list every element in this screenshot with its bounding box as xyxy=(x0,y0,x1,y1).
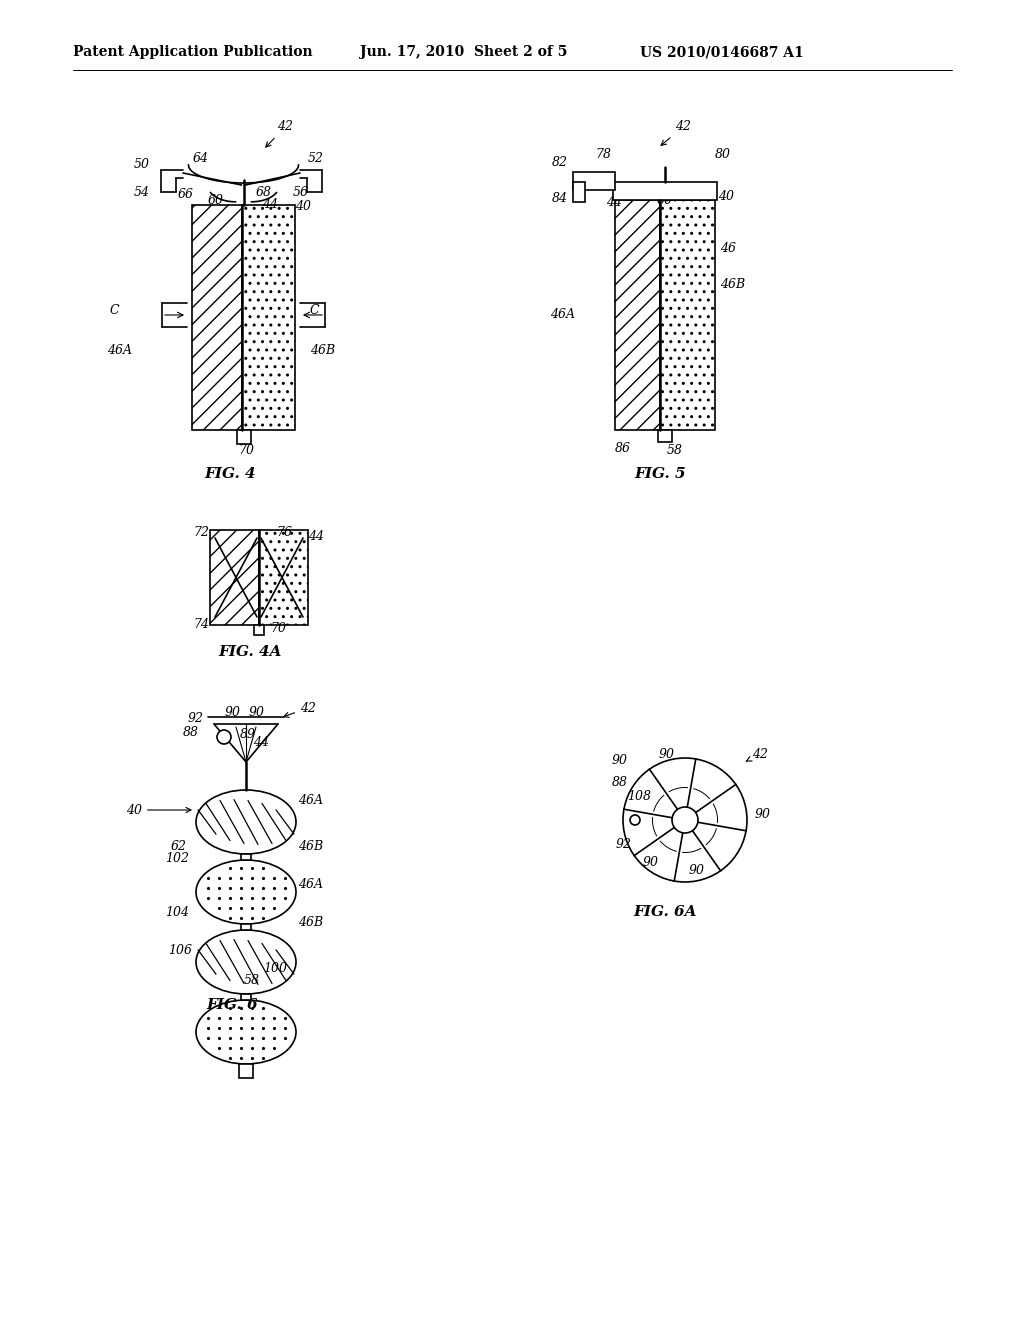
Text: 46A: 46A xyxy=(106,343,132,356)
Circle shape xyxy=(623,758,746,882)
Text: 104: 104 xyxy=(165,906,189,919)
Text: 90: 90 xyxy=(689,863,705,876)
Text: 100: 100 xyxy=(263,961,287,974)
Bar xyxy=(254,624,264,635)
Text: 54: 54 xyxy=(134,186,150,198)
Ellipse shape xyxy=(196,1001,296,1064)
Text: 44: 44 xyxy=(308,531,324,544)
Text: 68: 68 xyxy=(256,186,272,198)
Text: 108: 108 xyxy=(627,789,651,803)
Text: 88: 88 xyxy=(612,776,628,788)
Text: 90: 90 xyxy=(659,748,675,762)
Text: 88: 88 xyxy=(183,726,199,739)
Bar xyxy=(573,182,585,202)
Bar xyxy=(259,531,308,624)
Bar xyxy=(193,205,242,430)
Bar xyxy=(237,430,251,444)
Text: 70: 70 xyxy=(238,444,254,457)
Bar xyxy=(615,201,660,430)
Text: 86: 86 xyxy=(615,441,631,454)
Ellipse shape xyxy=(196,789,296,854)
Text: C: C xyxy=(310,304,319,317)
Text: 50: 50 xyxy=(134,158,150,172)
Text: 46B: 46B xyxy=(720,279,745,292)
Bar xyxy=(210,531,259,624)
Text: 90: 90 xyxy=(755,808,771,821)
Text: 44: 44 xyxy=(262,198,278,210)
Text: 44: 44 xyxy=(253,737,269,750)
Text: FIG. 4: FIG. 4 xyxy=(204,467,256,480)
Text: Patent Application Publication: Patent Application Publication xyxy=(73,45,312,59)
Text: 90: 90 xyxy=(249,705,265,718)
Circle shape xyxy=(217,730,231,744)
Text: FIG. 5: FIG. 5 xyxy=(634,467,686,480)
Text: 40: 40 xyxy=(718,190,734,203)
Ellipse shape xyxy=(196,931,296,994)
Bar xyxy=(613,182,717,201)
Text: 102: 102 xyxy=(165,851,189,865)
Text: FIG. 4A: FIG. 4A xyxy=(218,645,282,659)
Text: 42: 42 xyxy=(662,120,691,145)
Bar xyxy=(658,430,672,442)
Text: 46B: 46B xyxy=(310,343,335,356)
Text: 46: 46 xyxy=(720,242,736,255)
Circle shape xyxy=(630,814,640,825)
Text: 90: 90 xyxy=(612,754,628,767)
Text: 82: 82 xyxy=(552,157,568,169)
Bar xyxy=(239,1064,253,1078)
Text: 40: 40 xyxy=(126,804,191,817)
Text: FIG. 6A: FIG. 6A xyxy=(633,906,696,919)
Bar xyxy=(241,924,251,931)
Text: 74: 74 xyxy=(193,619,209,631)
Text: 56: 56 xyxy=(293,186,309,199)
Text: 42: 42 xyxy=(746,747,768,762)
Text: 46A: 46A xyxy=(550,309,575,322)
Bar xyxy=(573,172,615,190)
Text: 60: 60 xyxy=(208,194,224,206)
Ellipse shape xyxy=(196,861,296,924)
Text: 46B: 46B xyxy=(298,916,324,928)
Text: 64: 64 xyxy=(193,152,209,165)
Text: C: C xyxy=(110,304,120,317)
Text: FIG. 6: FIG. 6 xyxy=(206,998,258,1012)
Text: 90: 90 xyxy=(225,705,241,718)
Text: 46A: 46A xyxy=(298,879,323,891)
Text: 60: 60 xyxy=(657,194,673,206)
Text: 42: 42 xyxy=(284,701,316,717)
Bar xyxy=(241,854,251,861)
Text: 84: 84 xyxy=(552,191,568,205)
Text: 78: 78 xyxy=(595,149,611,161)
Text: US 2010/0146687 A1: US 2010/0146687 A1 xyxy=(640,45,804,59)
Text: 66: 66 xyxy=(178,187,194,201)
Text: 62: 62 xyxy=(171,841,187,854)
Text: 80: 80 xyxy=(715,149,731,161)
Text: 106: 106 xyxy=(168,944,193,957)
Text: 52: 52 xyxy=(308,152,324,165)
Text: 72: 72 xyxy=(193,525,209,539)
Text: 42: 42 xyxy=(266,120,293,147)
Text: 40: 40 xyxy=(295,201,311,214)
Bar xyxy=(242,205,295,430)
Text: 46B: 46B xyxy=(298,841,324,854)
Text: 70: 70 xyxy=(270,623,286,635)
Text: 76: 76 xyxy=(276,525,292,539)
Text: 44: 44 xyxy=(606,197,622,210)
Circle shape xyxy=(672,807,698,833)
Bar xyxy=(660,201,715,430)
Text: 89: 89 xyxy=(240,727,256,741)
Text: 92: 92 xyxy=(188,711,204,725)
Text: 58: 58 xyxy=(667,444,683,457)
Text: Jun. 17, 2010  Sheet 2 of 5: Jun. 17, 2010 Sheet 2 of 5 xyxy=(360,45,567,59)
Text: 92: 92 xyxy=(616,837,632,850)
Text: 58: 58 xyxy=(244,974,260,986)
Text: 90: 90 xyxy=(643,855,659,869)
Bar xyxy=(241,994,251,1001)
Text: 46A: 46A xyxy=(298,793,323,807)
